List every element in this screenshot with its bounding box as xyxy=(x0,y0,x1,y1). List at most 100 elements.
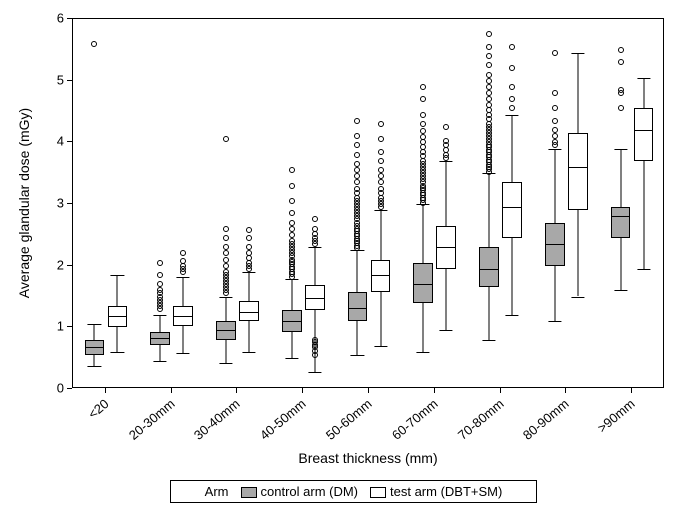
box-group xyxy=(85,19,105,387)
y-tick xyxy=(67,18,72,19)
outlier xyxy=(552,139,558,145)
outlier xyxy=(354,173,360,179)
y-tick-label: 1 xyxy=(57,319,64,334)
y-tick-label: 2 xyxy=(57,257,64,272)
outlier xyxy=(509,84,515,90)
outlier xyxy=(223,235,229,241)
outlier xyxy=(289,238,295,244)
outlier xyxy=(420,84,426,90)
y-tick-label: 5 xyxy=(57,72,64,87)
box-test xyxy=(568,133,588,210)
outlier xyxy=(289,226,295,232)
outlier xyxy=(157,260,163,266)
chart-container: { "chart": { "type": "boxplot", "width":… xyxy=(0,0,685,511)
outlier xyxy=(378,167,384,173)
outlier xyxy=(420,121,426,127)
x-tick xyxy=(565,388,566,393)
y-tick-label: 6 xyxy=(57,11,64,26)
x-tick xyxy=(368,388,369,393)
outlier xyxy=(157,287,163,293)
outlier xyxy=(223,244,229,250)
y-tick xyxy=(67,80,72,81)
outlier xyxy=(180,250,186,256)
x-tick-label: 80-90mm xyxy=(520,396,572,443)
y-axis-title: Average glandular dose (mGy) xyxy=(16,108,32,298)
outlier xyxy=(180,258,186,264)
outlier xyxy=(289,220,295,226)
outlier xyxy=(289,232,295,238)
legend-swatch-test xyxy=(370,487,386,498)
x-tick xyxy=(500,388,501,393)
outlier xyxy=(509,96,515,102)
box-control xyxy=(479,247,499,287)
legend-item-test: test arm (DBT+SM) xyxy=(370,484,502,499)
outlier xyxy=(378,186,384,192)
outlier xyxy=(289,183,295,189)
y-tick xyxy=(67,141,72,142)
outlier xyxy=(223,263,229,269)
x-tick xyxy=(105,388,106,393)
y-tick xyxy=(67,388,72,389)
legend-item-control: control arm (DM) xyxy=(241,484,359,499)
outlier xyxy=(552,133,558,139)
outlier xyxy=(443,124,449,130)
outlier xyxy=(223,136,229,142)
box-group xyxy=(611,19,631,387)
outlier xyxy=(443,138,449,144)
box-group xyxy=(479,19,499,387)
y-tick-label: 4 xyxy=(57,134,64,149)
outlier xyxy=(289,198,295,204)
outlier xyxy=(246,250,252,256)
x-tick xyxy=(171,388,172,393)
outlier xyxy=(223,226,229,232)
box-group xyxy=(108,19,128,387)
box-group xyxy=(150,19,170,387)
box-group xyxy=(545,19,565,387)
outlier xyxy=(486,78,492,84)
outlier xyxy=(312,337,318,343)
outlier xyxy=(246,235,252,241)
outlier xyxy=(223,269,229,275)
x-tick xyxy=(434,388,435,393)
box-group xyxy=(239,19,259,387)
outlier xyxy=(157,272,163,278)
y-tick-label: 3 xyxy=(57,196,64,211)
legend-swatch-control xyxy=(241,487,257,498)
outlier xyxy=(509,44,515,50)
y-tick xyxy=(67,203,72,204)
x-tick-label: 60-70mm xyxy=(389,396,441,443)
outlier xyxy=(486,90,492,96)
outlier xyxy=(289,167,295,173)
x-tick xyxy=(236,388,237,393)
outlier xyxy=(354,142,360,148)
box-group xyxy=(371,19,391,387)
outlier xyxy=(486,84,492,90)
outlier xyxy=(420,112,426,118)
box-group xyxy=(436,19,456,387)
box-control xyxy=(348,292,368,322)
outlier xyxy=(354,133,360,139)
box-group xyxy=(282,19,302,387)
x-tick-label: <20 xyxy=(85,396,112,422)
x-tick-label: >90mm xyxy=(595,396,638,436)
outlier xyxy=(552,127,558,133)
legend-label-control: control arm (DM) xyxy=(261,484,359,499)
x-tick-label: 30-40mm xyxy=(191,396,243,443)
outlier xyxy=(378,179,384,185)
y-tick xyxy=(67,265,72,266)
outlier xyxy=(312,226,318,232)
box-control xyxy=(611,207,631,238)
outlier xyxy=(618,59,624,65)
outlier xyxy=(486,96,492,102)
box-group xyxy=(568,19,588,387)
legend-title: Arm xyxy=(205,484,229,499)
outlier xyxy=(420,96,426,102)
x-axis-title: Breast thickness (mm) xyxy=(298,450,437,466)
outlier xyxy=(378,149,384,155)
box-test xyxy=(634,108,654,160)
outlier xyxy=(223,250,229,256)
box-group xyxy=(413,19,433,387)
outlier xyxy=(354,152,360,158)
outlier xyxy=(354,161,360,167)
x-tick-label: 40-50mm xyxy=(257,396,309,443)
